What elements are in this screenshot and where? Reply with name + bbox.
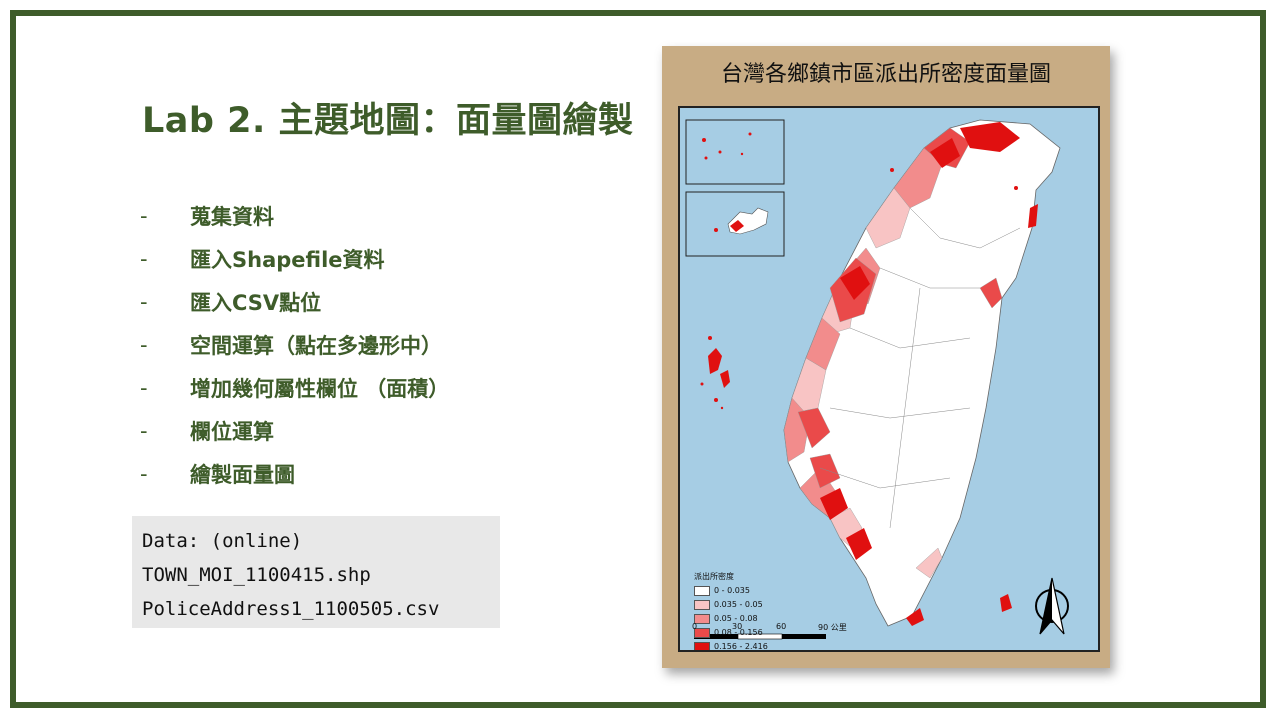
inset-islands-matsu <box>702 132 752 160</box>
density-class-5 <box>820 122 1038 626</box>
legend-row: 0 - 0.035 <box>694 584 768 598</box>
data-source-line: TOWN_MOI_1100415.shp <box>142 564 371 586</box>
bullet-item: - 增加幾何屬性欄位 （面積） <box>140 366 449 409</box>
legend-title: 派出所密度 <box>694 572 734 581</box>
bullet-dash: - <box>140 461 148 486</box>
bullet-label: 匯入Shapefile資料 <box>190 247 385 272</box>
bullet-label: 欄位運算 <box>190 419 274 444</box>
map-title: 台灣各鄉鎮市區派出所密度面量圖 <box>720 62 1051 87</box>
bullet-dash: - <box>140 418 148 443</box>
map-legend: 派出所密度 0 - 0.035 0.035 - 0.05 0.05 - 0.08… <box>694 570 768 651</box>
map-frame: 派出所密度 0 - 0.035 0.035 - 0.05 0.05 - 0.08… <box>678 106 1100 652</box>
legend-label: 0.035 - 0.05 <box>714 600 763 609</box>
taiwan-map-graphic <box>685 119 1069 640</box>
scale-label: 30 <box>732 622 743 631</box>
legend-row: 0.035 - 0.05 <box>694 598 768 612</box>
bullet-item: - 繪製面量圖 <box>140 452 449 495</box>
bullet-label: 蒐集資料 <box>190 204 274 229</box>
bullet-label: 增加幾何屬性欄位 （面積） <box>190 376 450 401</box>
legend-label: 0.05 - 0.08 <box>714 614 758 623</box>
legend-row: 0.156 - 2.416 <box>694 640 768 651</box>
bullet-dash: - <box>140 289 148 314</box>
bullet-label: 匯入CSV點位 <box>190 290 322 315</box>
legend-swatch <box>694 642 710 650</box>
bullet-label: 繪製面量圖 <box>190 462 295 487</box>
legend-swatch <box>694 586 710 596</box>
inset-frame-matsu <box>685 119 785 185</box>
inset-island-kinmen <box>727 207 769 235</box>
bullet-dash: - <box>140 203 148 228</box>
scale-label: 0 <box>692 622 698 631</box>
data-source-line: PoliceAddress1_1100505.csv <box>142 598 440 620</box>
data-source-box: Data: (online) TOWN_MOI_1100415.shp Poli… <box>132 516 500 628</box>
bullet-item: - 蒐集資料 <box>140 194 449 237</box>
bullet-dash: - <box>140 332 148 357</box>
inset-frame-kinmen <box>685 191 785 257</box>
scale-label: 90 公里 <box>818 623 847 632</box>
legend-swatch <box>694 614 710 624</box>
bullet-item: - 空間運算（點在多邊形中） <box>140 323 449 366</box>
legend-label: 0 - 0.035 <box>714 586 750 595</box>
penghu-islands <box>700 336 730 410</box>
legend-row: 0.08 - 0.156 <box>694 626 768 640</box>
bullet-item: - 欄位運算 <box>140 409 449 452</box>
scale-label: 60 <box>776 622 787 631</box>
data-source-line: Data: (online) <box>142 530 303 552</box>
bullet-label: 空間運算（點在多邊形中） <box>190 333 442 358</box>
county-boundaries <box>819 207 1021 529</box>
legend-label: 0.08 - 0.156 <box>714 628 763 637</box>
north-arrow-icon <box>1035 577 1069 635</box>
bullet-dash: - <box>140 246 148 271</box>
legend-swatch <box>694 628 710 638</box>
legend-label: 0.156 - 2.416 <box>714 642 768 651</box>
scale-bar <box>694 633 826 640</box>
legend-swatch <box>694 600 710 610</box>
slide-title: Lab 2. 主題地圖：面量圖繪製 <box>142 101 634 141</box>
bullet-item: - 匯入Shapefile資料 <box>140 237 449 280</box>
choropleth-map-card: 台灣各鄉鎮市區派出所密度面量圖 <box>662 46 1110 668</box>
bullet-dash: - <box>140 375 148 400</box>
legend-row: 0.05 - 0.08 <box>694 612 768 626</box>
bullet-item: - 匯入CSV點位 <box>140 280 449 323</box>
bullet-list: - 蒐集資料 - 匯入Shapefile資料 - 匯入CSV點位 - 空間運算（點在多邊… <box>140 194 449 495</box>
